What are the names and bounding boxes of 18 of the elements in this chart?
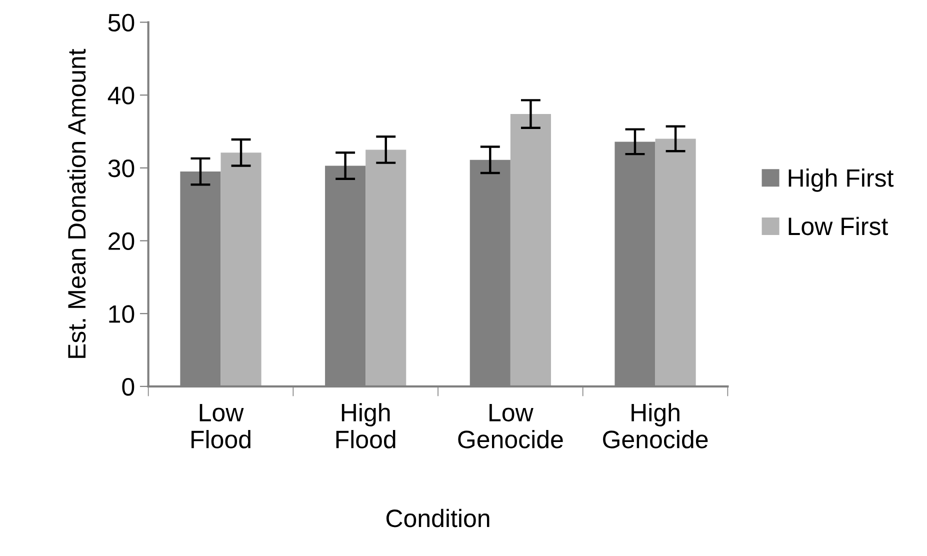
y-tick-label: 0 — [122, 378, 134, 396]
bar — [655, 138, 696, 386]
x-tick-label: Low Flood — [192, 404, 250, 448]
y-tick-label: 10 — [109, 305, 134, 323]
bar — [366, 150, 406, 386]
x-axis-title: Condition — [386, 508, 490, 528]
x-tick-label: High Flood — [336, 403, 396, 448]
y-axis-title: Est. Mean Donation Amount — [67, 48, 86, 358]
legend-label: Low First — [788, 216, 888, 236]
y-tick-label: 50 — [108, 14, 134, 32]
legend-label: High First — [788, 168, 894, 192]
y-tick-label: 20 — [108, 232, 134, 250]
x-tick-label: High Genocide — [603, 403, 708, 448]
y-tick-label: 40 — [108, 86, 134, 104]
x-tick-label: Low Genocide — [458, 404, 563, 448]
bar — [220, 152, 262, 386]
y-tick-label: 30 — [108, 160, 134, 178]
bar — [510, 114, 551, 386]
